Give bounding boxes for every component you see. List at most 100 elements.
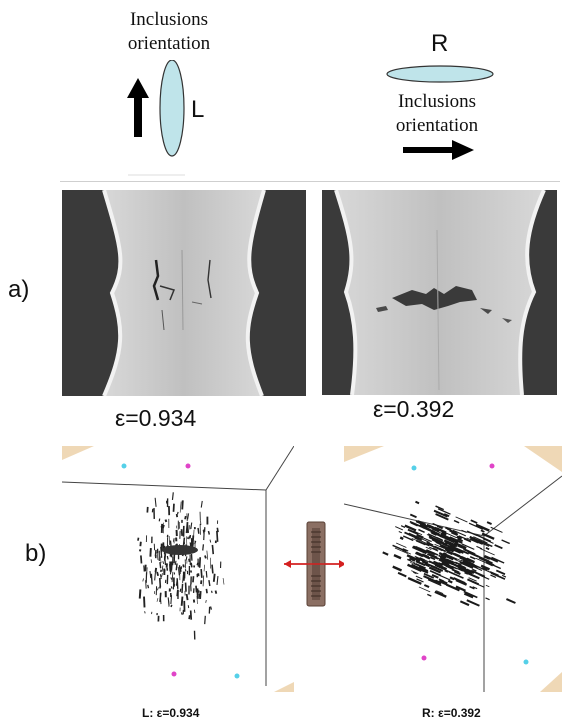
inclusion-particle — [479, 548, 495, 556]
inclusion-particle — [179, 588, 182, 592]
inclusion-particle — [474, 554, 481, 558]
inclusion-particle — [454, 564, 462, 569]
separator-line — [60, 181, 560, 182]
specimen-icon — [284, 521, 346, 607]
inclusion-particle — [382, 551, 389, 556]
inclusion-particle — [475, 523, 490, 532]
inclusion-particle — [415, 560, 426, 567]
inclusion-particle — [485, 597, 490, 601]
inclusion-particle — [159, 574, 162, 579]
inclusion-particle — [435, 505, 445, 511]
inclusion-particle — [407, 528, 419, 536]
inclusion-particle — [409, 513, 417, 519]
inclusion-particle — [441, 557, 450, 564]
inclusion-particle — [428, 554, 435, 558]
inclusion-particle — [175, 563, 178, 571]
vertical-inclusion-figure — [127, 60, 185, 176]
inclusion-particle — [161, 565, 164, 572]
inclusion-particle — [402, 548, 409, 552]
inclusion-particle — [413, 562, 421, 567]
tomography-image-R — [322, 190, 557, 395]
inclusion-particle — [145, 580, 147, 589]
inclusion-particle — [440, 554, 447, 559]
right-caption: R: ε=0.392 — [422, 706, 481, 720]
inclusion-particle — [159, 562, 162, 569]
inclusion-particle — [505, 598, 516, 604]
inclusion-particle — [437, 508, 451, 515]
inclusion-particle — [170, 561, 173, 571]
inclusion-particle — [501, 574, 507, 578]
inclusion-particle — [137, 537, 140, 541]
inclusion-particle — [463, 560, 478, 569]
inclusion-particle — [193, 609, 196, 614]
inclusion-particle — [428, 566, 442, 574]
inclusion-particle — [205, 599, 207, 603]
inclusion-cloud-R — [382, 500, 516, 607]
inclusion-particle — [449, 576, 455, 581]
inclusion-particle — [185, 593, 189, 601]
inclusion-particle — [147, 584, 150, 589]
inclusion-particle — [395, 542, 407, 548]
inclusion-particle — [462, 557, 469, 562]
inclusion-particle — [176, 578, 179, 589]
inclusion-particle — [444, 569, 449, 573]
inclusion-particle — [478, 556, 493, 565]
inclusion-particle — [432, 547, 438, 551]
inclusion-particle — [187, 513, 190, 520]
right-orientation-line2: orientation — [395, 115, 479, 136]
inclusion-particle — [200, 500, 203, 508]
cyan-marker — [411, 465, 417, 471]
inclusion-particle — [408, 557, 416, 562]
inclusion-particle — [444, 526, 452, 531]
inclusion-cloud-L — [137, 492, 225, 640]
inclusion-particle — [495, 569, 506, 576]
inclusion-particle — [475, 557, 486, 564]
inclusion-particle — [412, 545, 427, 555]
inclusion-particle — [443, 539, 458, 548]
inclusion-particle — [180, 612, 183, 616]
inclusion-particle — [394, 547, 409, 555]
inclusion-particle — [198, 557, 202, 568]
inclusion-particle — [146, 567, 148, 578]
inclusion-particle — [202, 544, 205, 551]
inclusion-particle — [456, 535, 463, 540]
inclusion-particle — [160, 546, 163, 558]
inclusion-particle — [449, 544, 464, 553]
inclusion-particle — [490, 526, 503, 533]
inclusion-particle — [189, 610, 193, 620]
inclusion-particle — [476, 534, 492, 542]
inclusion-particle — [466, 599, 480, 607]
inclusion-particle — [485, 561, 494, 567]
inclusion-particle — [211, 544, 215, 555]
inclusion-particle — [186, 536, 189, 540]
inclusion-particle — [205, 570, 208, 578]
inclusion-particle — [453, 570, 461, 575]
inclusion-particle — [463, 548, 475, 555]
inclusion-particle — [181, 583, 184, 594]
inclusion-particle — [434, 590, 447, 598]
inclusion-particle — [392, 565, 403, 572]
right-orientation-label: Inclusions orientation — [372, 90, 502, 138]
inclusion-particle — [436, 537, 443, 541]
inclusion-particle — [154, 571, 157, 581]
inclusion-particle — [443, 513, 450, 518]
inclusion-particle — [426, 549, 439, 556]
inclusion-particle — [436, 525, 443, 530]
inclusion-particle — [395, 526, 404, 531]
inclusion-particle — [207, 530, 211, 535]
inclusion-particle — [214, 590, 218, 594]
left-orientation-label: Inclusions orientation — [104, 8, 234, 56]
inclusion-particle — [194, 540, 197, 545]
left-strain-label: ε=0.934 — [115, 405, 197, 431]
magenta-marker — [421, 655, 427, 661]
inclusion-particle — [176, 511, 179, 515]
inclusion-particle — [415, 575, 423, 580]
inclusion-particle — [410, 560, 416, 564]
inclusion-particle — [174, 560, 177, 566]
inclusion-particle — [476, 545, 483, 550]
inclusion-core — [162, 545, 198, 555]
inclusion-particle — [423, 575, 438, 583]
inclusion-particle — [211, 564, 214, 574]
inclusion-particle — [481, 541, 493, 548]
inclusion-particle — [206, 550, 209, 560]
